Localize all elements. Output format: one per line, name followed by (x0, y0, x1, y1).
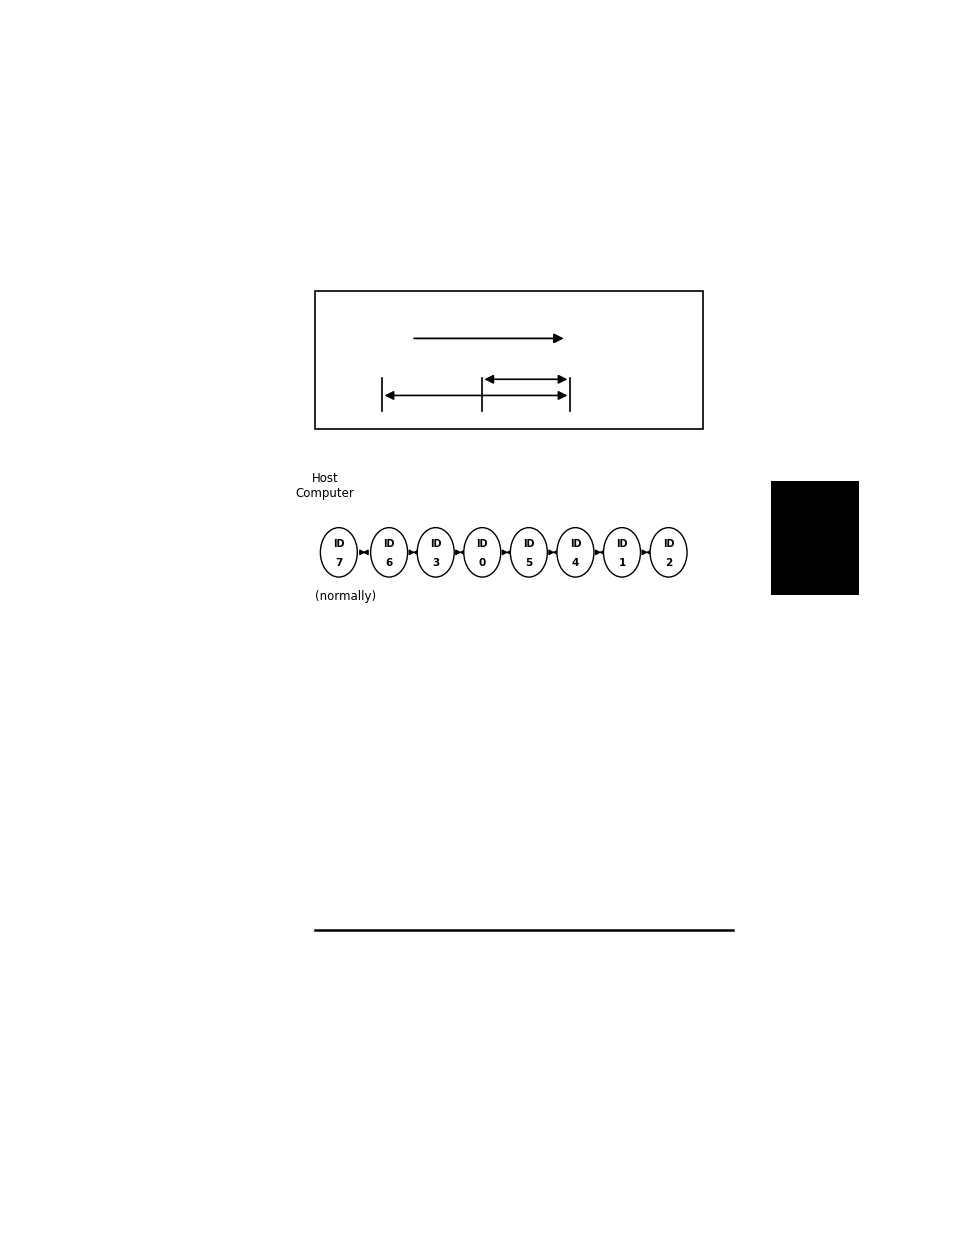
Text: (normally): (normally) (314, 590, 375, 604)
Ellipse shape (557, 527, 594, 577)
Text: ID: ID (430, 538, 441, 548)
Ellipse shape (603, 527, 639, 577)
Text: ID: ID (383, 538, 395, 548)
Text: 5: 5 (525, 558, 532, 568)
Ellipse shape (463, 527, 500, 577)
Text: ID: ID (476, 538, 488, 548)
Ellipse shape (320, 527, 357, 577)
Text: 7: 7 (335, 558, 342, 568)
Bar (314, 291, 702, 429)
Text: 6: 6 (385, 558, 393, 568)
Ellipse shape (510, 527, 547, 577)
Text: 2: 2 (664, 558, 672, 568)
Ellipse shape (649, 527, 686, 577)
Text: ID: ID (569, 538, 580, 548)
Text: 0: 0 (478, 558, 485, 568)
Ellipse shape (370, 527, 407, 577)
Text: 4: 4 (571, 558, 578, 568)
Text: 1: 1 (618, 558, 625, 568)
Ellipse shape (416, 527, 454, 577)
Text: ID: ID (616, 538, 627, 548)
Text: ID: ID (522, 538, 534, 548)
Text: ID: ID (333, 538, 344, 548)
Text: 3: 3 (432, 558, 438, 568)
Bar (771, 482, 858, 595)
Text: ID: ID (662, 538, 674, 548)
Text: Host
Computer: Host Computer (295, 472, 354, 500)
